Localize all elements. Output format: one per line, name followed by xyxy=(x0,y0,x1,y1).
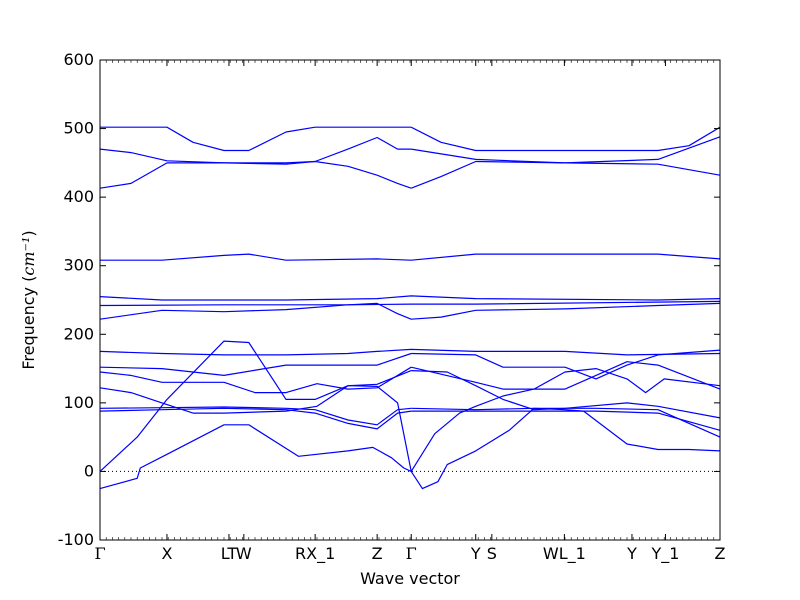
y-axis-label-text: Frequency xyxy=(19,287,38,370)
x-tick-label: X xyxy=(161,544,172,563)
phonon-band-23 xyxy=(100,126,412,152)
x-tick-label: WL_1 xyxy=(543,544,586,564)
phonon-band-18 xyxy=(100,253,721,261)
phonon-band-9 xyxy=(411,370,721,419)
y-axis-label-open: ( xyxy=(19,276,38,282)
phonon-band-20 xyxy=(411,136,721,164)
phonon-band-6 xyxy=(99,406,412,426)
phonon-band-3 xyxy=(410,368,721,472)
y-tick-label: 100 xyxy=(63,393,94,412)
x-tick-label: Y xyxy=(626,544,637,563)
phonon-band-14 xyxy=(99,348,721,356)
x-tick-label: LT xyxy=(221,544,238,563)
x-tick-label: W xyxy=(236,544,252,563)
x-tick-label: S xyxy=(487,544,497,563)
phonon-band-1 xyxy=(410,407,721,490)
y-tick-label: 400 xyxy=(63,187,94,206)
x-tick-label: Γ xyxy=(406,544,417,563)
phonon-band-24 xyxy=(410,126,721,152)
y-tick-label: -100 xyxy=(58,530,94,549)
x-tick-label: Z xyxy=(372,544,383,563)
y-tick-label: 200 xyxy=(63,324,94,343)
x-tick-label: Z xyxy=(715,544,726,563)
x-tick-label: Y_1 xyxy=(650,544,679,564)
phonon-band-5 xyxy=(411,410,721,431)
y-axis-label: Frequency (cm⁻¹) xyxy=(19,230,38,369)
phonon-band-17 xyxy=(99,300,721,307)
x-tick-label: RX_1 xyxy=(295,544,335,564)
series-layer xyxy=(99,126,721,490)
y-axis-label-close: ) xyxy=(19,230,38,236)
y-tick-label: 300 xyxy=(63,256,94,275)
x-axis-label: Wave vector xyxy=(360,569,460,588)
phonon-band-19 xyxy=(99,136,412,189)
phonon-band-7 xyxy=(411,407,721,438)
phonon-band-0 xyxy=(99,424,412,490)
y-tick-label: 500 xyxy=(63,119,94,138)
phonon-band-8 xyxy=(99,370,412,414)
y-tick-label: 600 xyxy=(63,50,94,69)
y-axis-label-unit: cm⁻¹ xyxy=(19,237,38,276)
phonon-band-10 xyxy=(99,366,412,394)
x-tick-label: Γ xyxy=(94,544,105,563)
phonon-band-22 xyxy=(410,160,721,189)
phonon-band-13 xyxy=(411,349,721,380)
phonon-band-15 xyxy=(99,302,721,320)
y-tick-label: 0 xyxy=(84,461,94,480)
x-tick-label: Y xyxy=(470,544,481,563)
phonon-band-11 xyxy=(411,361,721,390)
phonon-band-12 xyxy=(99,352,412,376)
phonon-band-21 xyxy=(99,148,412,189)
phonon-band-2 xyxy=(99,340,412,472)
phonon-band-16 xyxy=(99,295,721,301)
plot-frame xyxy=(99,59,721,541)
